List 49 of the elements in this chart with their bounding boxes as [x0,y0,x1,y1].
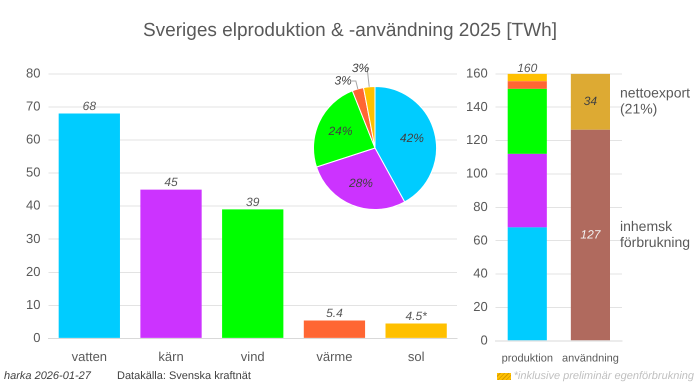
data-label: 68 [82,98,96,113]
x-tick-label: vatten [72,348,108,364]
y-tick-label: 100 [466,166,488,181]
y-tick-label: 80 [473,198,488,214]
text: Datakälla: Svenska kraftnät [117,370,251,382]
y-tick-label: 40 [26,198,40,213]
y-tick-label: 40 [473,266,488,281]
y-tick-label: 20 [473,299,488,314]
series-label: nettoexport (21%) [620,84,690,117]
x-tick-label: kärn [158,348,184,364]
bar [386,324,447,338]
data-label: 34 [584,94,598,108]
data-label: 24% [327,124,353,138]
text: *inklusive preliminär egenförbrukning [514,370,694,382]
bar [58,113,120,338]
data-label: 42% [400,130,424,145]
x-tick-label: värme [316,348,352,364]
series-label: inhemsk förbrukning [620,218,690,250]
y-tick-label: 140 [466,98,488,114]
y-tick-label: 80 [26,65,40,80]
y-tick-label: 60 [26,132,40,147]
y-tick-label: 0 [33,330,40,345]
data-label: 5.4 [326,306,344,320]
total-label: 160 [517,61,538,76]
y-tick-label: 50 [26,164,40,180]
y-tick-label: 30 [26,230,40,246]
y-tick-label: 10 [26,296,40,312]
bar [304,320,366,338]
y-tick-label: 20 [26,264,40,279]
data-label: 3% [352,61,370,76]
bar [140,190,202,338]
y-tick-label: 70 [26,98,40,114]
data-label: 3% [334,73,352,88]
bar [222,209,284,338]
x-tick-label: användning [562,352,619,364]
text: harka 2026-01-27 [4,370,91,382]
x-tick-label: sol [408,348,425,364]
data-label: 28% [348,176,374,190]
y-tick-label: 160 [466,65,488,80]
data-label: 45 [164,174,178,189]
y-tick-label: 120 [466,132,488,148]
x-tick-label: vind [240,348,265,364]
chart-title: Sveriges elproduktion & -användning 2025 [TWh] [142,20,558,42]
data-label: 127 [580,227,602,242]
y-tick-label: 60 [473,232,488,248]
x-tick-label: produktion [502,352,553,364]
data-label: 4.5* [405,308,428,323]
data-label: 39 [246,194,260,209]
y-tick-label: 0 [480,332,488,348]
